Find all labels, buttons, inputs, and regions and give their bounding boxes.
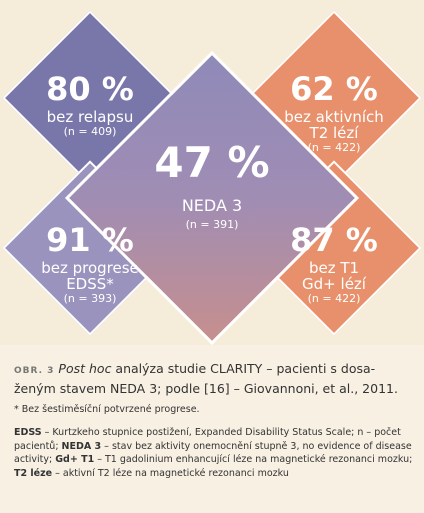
abbr-term-neda: NEDA 3 <box>61 440 102 452</box>
abbr-term-edss: EDSS <box>14 427 42 438</box>
caption-post-hoc: Post hoc <box>58 361 112 376</box>
abbr-def-edss: – Kurtzkeho stupnice postižení, Expanded… <box>14 427 401 452</box>
pct-top-right: 62 % <box>290 70 378 108</box>
abbr-term-gd: Gd+ T1 <box>55 454 95 465</box>
pct-bottom-left: 91 % <box>46 221 134 259</box>
label-bottom-right: 87 % bez T1 Gd+ lézí (n = 422) <box>290 224 378 306</box>
n-bottom-left: (n = 393) <box>63 292 117 305</box>
caption-main: OBR. 3 Post hoc analýza studie CLARITY –… <box>14 360 414 397</box>
n-center: (n = 391) <box>185 218 239 231</box>
text-bottom-right-2: Gd+ lézí <box>302 275 366 293</box>
figure-label: OBR. 3 <box>14 366 55 376</box>
n-top-right: (n = 422) <box>307 141 361 154</box>
n-bottom-right: (n = 422) <box>307 292 361 305</box>
label-bottom-left: 91 % bez progrese EDSS* (n = 393) <box>41 224 139 306</box>
pct-top-left: 80 % <box>46 70 134 108</box>
text-center: NEDA 3 <box>181 196 243 215</box>
text-bottom-right-1: bez T1 <box>308 259 360 277</box>
abbr-def-t2: – aktivní T2 léze na magnetické rezonanc… <box>52 467 289 479</box>
caption-footnote: * Bez šestiměsíční potvrzené progrese. <box>14 404 200 415</box>
figure-caption: OBR. 3 Post hoc analýza studie CLARITY –… <box>14 360 414 480</box>
text-bottom-left-2: EDSS* <box>66 275 114 293</box>
label-center: 47 % NEDA 3 (n = 391) <box>154 142 269 232</box>
abbr-def-gd: – T1 gadolinium enhancující léze na magn… <box>94 454 413 465</box>
pct-bottom-right: 87 % <box>290 221 378 259</box>
abbr-def-neda: – stav bez aktivity onemocnění stupně 3,… <box>14 440 412 466</box>
label-top-right: 62 % bez aktivních T2 lézí (n = 422) <box>284 73 384 155</box>
text-top-left: bez relapsu <box>46 108 134 126</box>
n-top-left: (n = 409) <box>63 125 117 138</box>
abbreviations: EDSS – Kurtzkeho stupnice postižení, Exp… <box>14 426 414 480</box>
abbr-term-t2: T2 léze <box>14 467 53 479</box>
pct-center: 47 % <box>154 138 270 187</box>
text-top-right-2: T2 lézí <box>309 124 359 142</box>
label-top-left: 80 % bez relapsu (n = 409) <box>46 73 134 139</box>
text-top-right-1: bez aktivních <box>284 108 384 126</box>
caption-text: analýza studie CLARITY – pacienti s dosa… <box>14 361 398 396</box>
neda-figure: 80 % bez relapsu (n = 409) 62 % bez akti… <box>2 10 422 346</box>
text-bottom-left-1: bez progrese <box>41 259 139 277</box>
